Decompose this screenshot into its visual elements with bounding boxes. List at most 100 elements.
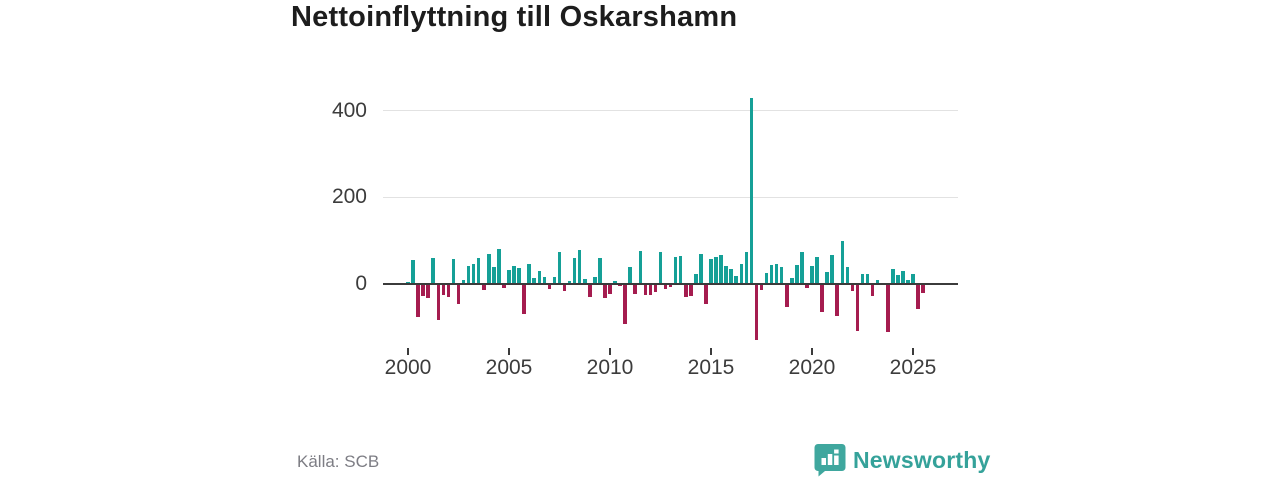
- bar-2019-Q4: [805, 283, 809, 289]
- bar-2010-Q3: [618, 283, 622, 286]
- gridline-400: [383, 110, 958, 111]
- bar-2004-Q4: [502, 283, 506, 289]
- bar-2016-Q3: [739, 264, 744, 284]
- bar-2003-Q4: [481, 283, 486, 290]
- bar-2011-Q2: [633, 283, 638, 295]
- bar-2007-Q2: [552, 277, 557, 284]
- bar-2008-Q3: [577, 250, 582, 284]
- bar-2025-Q3: [921, 283, 925, 294]
- bar-2025-Q2: [916, 283, 920, 310]
- bar-2015-Q3: [719, 254, 723, 284]
- bar-2013-Q4: [683, 283, 688, 297]
- bar-2022-Q4: [865, 273, 870, 284]
- x-axis-label-2015: 2015: [687, 356, 735, 379]
- x-tick-2010: [609, 348, 611, 355]
- x-axis-label-2010: 2010: [586, 356, 634, 379]
- bar-2012-Q3: [658, 252, 663, 284]
- bar-2015-Q4: [724, 265, 728, 284]
- x-axis-label-2020: 2020: [788, 356, 836, 379]
- bar-2004-Q3: [497, 249, 501, 284]
- bar-2020-Q1: [810, 265, 814, 284]
- bar-2003-Q3: [476, 257, 481, 284]
- y-axis-label-400: 400: [331, 98, 367, 122]
- bar-2013-Q2: [673, 256, 678, 284]
- bar-2010-Q2: [613, 280, 617, 284]
- bar-2017-Q3: [759, 283, 764, 291]
- bar-2024-Q3: [901, 271, 905, 284]
- bar-2024-Q4: [906, 279, 910, 284]
- bar-2002-Q2: [451, 259, 456, 284]
- bar-2012-Q2: [653, 283, 658, 292]
- bar-2007-Q3: [557, 251, 562, 284]
- bar-2024-Q2: [896, 274, 900, 284]
- bar-2013-Q1: [668, 283, 673, 288]
- bar-2000-Q2: [411, 260, 415, 284]
- bar-2021-Q3: [840, 240, 845, 284]
- bar-2011-Q3: [638, 251, 643, 284]
- gridline-200: [383, 196, 958, 198]
- bar-2006-Q3: [537, 270, 542, 284]
- bar-2021-Q2: [835, 283, 840, 316]
- bar-2008-Q1: [567, 280, 572, 284]
- bar-2020-Q4: [825, 272, 829, 284]
- speech-bubble-bar-chart-icon: [814, 443, 846, 477]
- x-axis-label-2005: 2005: [485, 356, 533, 379]
- bar-2006-Q2: [532, 278, 537, 284]
- y-axis-label-200: 200: [331, 185, 367, 208]
- bar-2009-Q2: [593, 277, 597, 284]
- bar-2000-Q4: [421, 283, 425, 296]
- bar-2004-Q2: [492, 267, 496, 284]
- bar-2018-Q4: [784, 283, 789, 307]
- bar-2014-Q2: [694, 273, 698, 284]
- chart-title: Nettoinflyttning till Oskarshamn: [291, 1, 738, 33]
- bar-2023-Q1: [870, 283, 875, 296]
- bar-2018-Q2: [774, 264, 779, 284]
- bar-2018-Q1: [769, 265, 774, 284]
- bar-2005-Q4: [522, 283, 526, 315]
- bar-2007-Q4: [562, 283, 567, 292]
- bar-2007-Q1: [547, 283, 552, 290]
- bar-2011-Q4: [643, 283, 648, 296]
- bar-2021-Q1: [830, 254, 834, 284]
- bar-2016-Q1: [729, 269, 733, 284]
- bar-2002-Q1: [446, 283, 451, 297]
- bar-2022-Q1: [850, 283, 855, 291]
- bar-2019-Q1: [790, 278, 794, 284]
- bar-2015-Q2: [714, 256, 718, 284]
- x-tick-2005: [508, 348, 510, 355]
- bar-2010-Q4: [623, 283, 627, 324]
- bar-2017-Q4: [764, 272, 769, 284]
- bar-2012-Q4: [663, 283, 668, 290]
- bar-2020-Q3: [820, 283, 824, 313]
- bar-2001-Q3: [436, 283, 441, 321]
- bar-2023-Q4: [885, 283, 890, 332]
- bar-2023-Q2: [875, 280, 880, 284]
- bar-2021-Q4: [845, 266, 850, 284]
- bar-2009-Q1: [588, 283, 592, 298]
- bar-2003-Q2: [471, 263, 476, 284]
- bar-2005-Q2: [512, 265, 516, 284]
- bar-2006-Q1: [527, 264, 531, 284]
- bar-2018-Q3: [779, 267, 784, 284]
- bar-2019-Q2: [795, 265, 799, 284]
- bar-2002-Q3: [456, 283, 461, 305]
- bar-2019-Q3: [800, 252, 804, 284]
- x-tick-2020: [811, 348, 813, 355]
- bar-2009-Q3: [598, 258, 602, 284]
- bar-2025-Q1: [911, 273, 915, 284]
- bar-2014-Q1: [689, 283, 693, 296]
- bar-2003-Q1: [466, 265, 471, 284]
- bar-2010-Q1: [608, 283, 612, 295]
- bar-2016-Q2: [734, 275, 739, 284]
- x-tick-2025: [912, 348, 914, 355]
- x-axis-label-2025: 2025: [889, 356, 937, 379]
- bar-2004-Q1: [487, 254, 491, 284]
- brand-name: Newsworthy: [853, 446, 991, 473]
- bar-2011-Q1: [628, 266, 632, 284]
- x-axis-line: [383, 282, 958, 285]
- bar-2001-Q1: [426, 283, 430, 299]
- x-axis-label-2000: 2000: [384, 356, 432, 379]
- bar-2006-Q4: [542, 277, 547, 284]
- y-axis-label-0: 0: [355, 271, 367, 295]
